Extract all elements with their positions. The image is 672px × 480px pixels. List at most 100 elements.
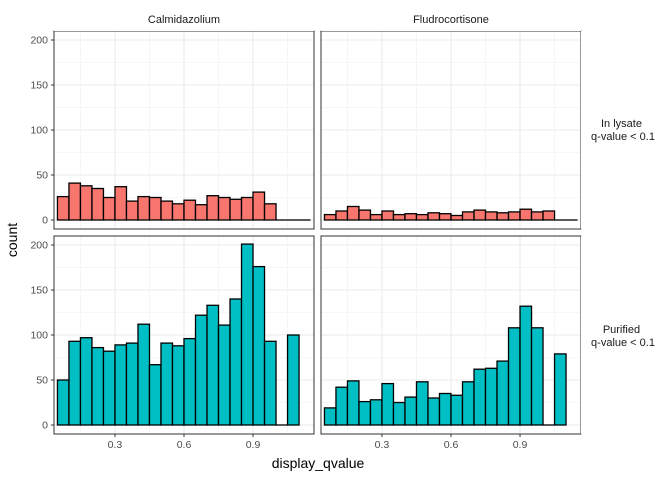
histogram-bar (507, 211, 521, 221)
histogram-bar (125, 342, 139, 426)
panel-1-0: 0 50 100 150 200 0.3 0.6 0.9 (30, 235, 315, 451)
histogram-bar (229, 298, 243, 426)
histogram-bar (415, 213, 429, 221)
x-tick-label: 0.6 (177, 439, 192, 451)
histogram-bar (217, 196, 231, 221)
histogram-bar (252, 265, 266, 426)
histogram-bar (473, 209, 487, 221)
histogram-bar (160, 342, 174, 426)
strip-label-in-lysate: In lysate q-value < 0.1 (591, 118, 655, 143)
histogram-bar (206, 195, 220, 221)
histogram-bar (415, 381, 429, 426)
strip-bg-fludrocortisone (321, 10, 581, 31)
histogram-bar (137, 323, 151, 426)
y-tick-label: 100 (30, 125, 48, 137)
histogram-bar (484, 367, 498, 426)
y-tick-label: 150 (30, 80, 48, 92)
panel-1-1: 0.3 0.6 0.9 (320, 235, 582, 451)
histogram-bar (496, 212, 510, 221)
y-tick-label: 200 (30, 240, 48, 252)
strip-bg-calmidazolium (54, 10, 314, 31)
histogram-bar (240, 196, 254, 221)
y-tick-label: 100 (30, 330, 48, 342)
histogram-bar (114, 344, 128, 426)
histogram-bar (252, 191, 266, 221)
histogram-bar (392, 213, 406, 221)
histogram-bar (346, 205, 360, 221)
histogram-bar (542, 210, 556, 221)
histogram-bar (519, 208, 533, 221)
histogram-bar (484, 211, 498, 221)
histogram-bar (438, 392, 452, 426)
histogram-bar (404, 396, 418, 426)
strip-label-in-lysate-line2: q-value < 0.1 (591, 131, 655, 143)
histogram-bar (450, 214, 464, 221)
histogram-bar (427, 212, 441, 221)
histogram-bar (286, 334, 300, 426)
histogram-bar (114, 186, 128, 221)
y-axis-title: count (4, 223, 20, 257)
strip-label-in-lysate-line1: In lysate (601, 118, 642, 130)
histogram-bar (263, 203, 277, 221)
histogram-bar (358, 209, 372, 221)
histogram-bar (263, 340, 277, 426)
histogram-bar (358, 400, 372, 426)
x-tick-label: 0.9 (246, 439, 261, 451)
y-tick-label: 50 (36, 375, 48, 387)
histogram-bar (346, 380, 360, 426)
panel-0-0: 0 50 100 150 200 (30, 30, 315, 230)
y-tick-label: 50 (36, 170, 48, 182)
histogram-bar (369, 213, 383, 221)
histogram-bar (507, 327, 521, 426)
histogram-bar (438, 213, 452, 221)
histogram-bar (68, 340, 82, 426)
histogram-bar (56, 195, 70, 221)
histogram-bar (473, 368, 487, 426)
histogram-bar (91, 346, 105, 426)
histogram-bar (335, 210, 349, 221)
histogram-bar (148, 196, 162, 221)
histogram-bar (148, 364, 162, 426)
histogram-bar (240, 243, 254, 426)
histogram-bar (171, 203, 185, 221)
y-tick-label: 0 (42, 420, 48, 432)
histogram-bar (392, 401, 406, 426)
panel-0-1 (320, 30, 582, 230)
histogram-bar (194, 204, 208, 221)
histogram-bar (335, 386, 349, 426)
strip-label-fludrocortisone: Fludrocortisone (413, 14, 489, 26)
histogram-bar (530, 211, 544, 221)
strip-bg-purified (581, 236, 665, 434)
histogram-bar (427, 397, 441, 426)
histogram-bar (125, 200, 139, 221)
histogram-bar (171, 345, 185, 426)
x-tick-label: 0.6 (444, 439, 459, 451)
strip-label-purified: Purified q-value < 0.1 (591, 324, 655, 349)
x-tick-label: 0.3 (375, 439, 390, 451)
x-axis-title: display_qvalue (272, 455, 365, 471)
y-tick-label: 0 (42, 215, 48, 227)
histogram-bar (381, 210, 395, 221)
x-tick-label: 0.9 (513, 439, 528, 451)
histogram-bar (519, 305, 533, 426)
histogram-bar (91, 187, 105, 221)
histogram-bar (496, 360, 510, 426)
histogram-bar (229, 198, 243, 221)
strip-bg-in-lysate (581, 31, 665, 229)
histogram-bar (323, 407, 337, 426)
histogram-bar (217, 324, 231, 426)
y-tick-label: 150 (30, 285, 48, 297)
histogram-bar (194, 314, 208, 426)
strip-label-purified-line1: Purified (603, 324, 640, 336)
histogram-bar (461, 211, 475, 221)
histogram-bar (530, 327, 544, 426)
histogram-bar (102, 196, 116, 221)
histogram-bar (369, 399, 383, 426)
histogram-bar (183, 199, 197, 221)
histogram-bar (206, 304, 220, 426)
histogram-bar (450, 394, 464, 426)
histogram-bar (323, 213, 337, 221)
strip-label-purified-line2: q-value < 0.1 (591, 337, 655, 349)
